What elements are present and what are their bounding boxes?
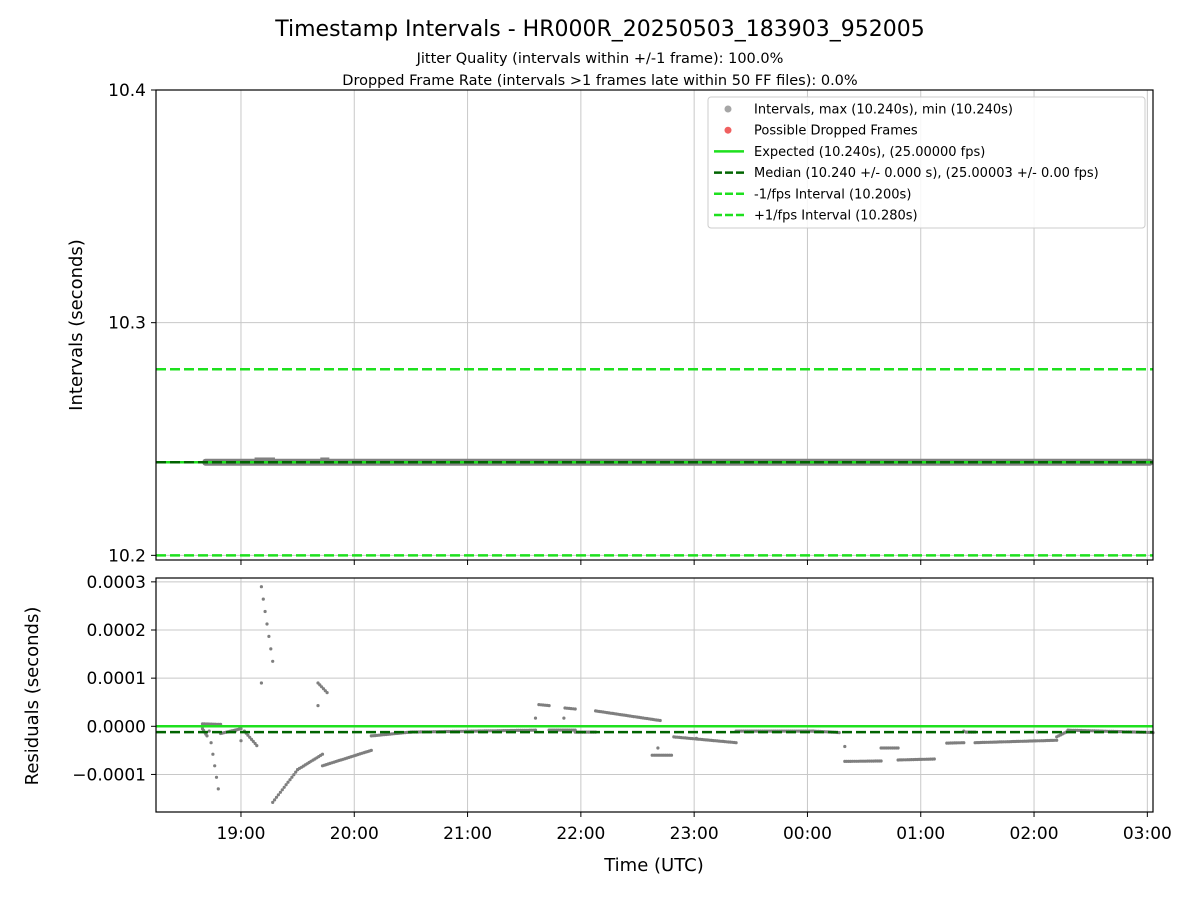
legend-label: -1/fps Interval (10.200s) [754,187,911,202]
residual-point [255,744,259,748]
x-tick-label: 20:00 [330,824,379,844]
residual-point [837,731,841,735]
legend-label: Median (10.240 +/- 0.000 s), (25.00003 +… [754,166,1099,181]
residual-point [205,734,209,738]
residual-point [369,748,373,753]
residual-point [261,597,265,601]
residual-point [209,741,213,745]
residual-point [278,790,282,794]
residual-point [658,718,662,723]
residual-point [962,741,966,745]
top-y-axis-label: Intervals (seconds) [66,239,87,411]
bottom-y-tick-label: −0.0001 [72,765,146,785]
legend-box [707,96,1146,229]
residual-point [280,788,284,792]
top-y-tick-label: 10.4 [108,81,146,101]
residual-point [290,775,294,779]
top-plot-frame [155,89,1154,561]
chart-title: Timestamp Intervals - HR000R_20250503_18… [274,17,924,42]
residual-point [325,691,329,695]
bottom-y-tick-label: 0.0001 [87,669,146,689]
legend: Intervals, max (10.240s), min (10.240s) P… [707,96,1146,229]
residual-point [251,739,255,744]
residual-point [896,746,900,750]
residual-point [259,681,263,685]
legend-label: Possible Dropped Frames [754,124,918,139]
legend-label: Intervals, max (10.240s), min (10.240s) [754,103,1013,118]
residual-point [562,716,566,720]
residual-point [273,798,277,802]
residual-point [276,793,280,797]
residual-point [932,757,936,761]
top-y-tick-label: 10.3 [108,314,146,334]
residual-point [694,736,699,740]
residual-point [271,800,275,805]
residual-point [288,778,292,782]
residual-point [211,752,215,756]
residual-point [267,634,271,639]
chart-subtitle-1: Jitter Quality (intervals within +/-1 fr… [416,51,784,67]
residual-point [213,764,217,768]
top-y-tick-label: 10.2 [108,546,146,566]
residual-point [1055,738,1059,742]
residual-point [271,659,275,663]
residual-point [282,785,286,789]
residual-point [286,780,290,784]
residual-point [239,727,243,731]
residual-point [265,622,269,626]
bottom-y-tick-label: 0.0003 [87,573,146,593]
x-tick-label: 23:00 [670,824,719,844]
residual-point [320,752,325,756]
residuals-panel: 19:00 20:00 21:00 22:00 23:00 00:00 01:00 02:00… [72,573,1172,844]
intervals-points-bump [320,457,330,461]
x-tick-label: 02:00 [1010,824,1059,844]
residual-point [259,585,263,589]
x-axis-label: Time (UTC) [603,855,704,876]
residual-point [214,775,219,779]
x-tick-label: 19:00 [216,824,265,844]
residual-point [248,735,252,739]
residual-point [316,704,320,708]
residual-point [246,733,250,737]
legend-label: Expected (10.240s), (25.00000 fps) [754,145,985,160]
residual-point [239,739,243,743]
intervals-points-bump [254,457,275,461]
chart-subtitle-2: Dropped Frame Rate (intervals >1 frames … [342,73,857,89]
legend-marker-dot [724,126,732,134]
residual-point [292,773,296,777]
residual-point [879,759,883,763]
bottom-plot-frame [155,577,1154,813]
residual-point [269,647,273,651]
residual-point [274,795,279,799]
x-tick-label: 03:00 [1123,824,1172,844]
residual-point [843,744,847,749]
x-tick-label: 21:00 [443,824,492,844]
bottom-y-tick-label: 0.0000 [87,717,146,737]
intervals-panel: 10.2 10.3 10.4 [108,81,1154,566]
x-tick-label: 01:00 [896,824,945,844]
x-tick-label: 00:00 [783,824,832,844]
bottom-y-tick-label: 0.0002 [87,621,146,641]
residual-point [284,783,288,787]
residual-point [207,729,211,733]
residual-point [294,770,298,774]
residual-point [533,716,538,720]
residual-point [734,741,738,745]
residual-point [216,787,220,791]
residual-point [263,609,267,614]
residual-point [656,746,660,750]
bottom-y-axis-label: Residuals (seconds) [22,607,43,786]
residual-point [573,707,577,711]
residual-point [547,704,551,708]
residual-point [669,753,674,757]
legend-label: +1/fps Interval (10.280s) [754,209,918,224]
x-tick-label: 22:00 [556,824,605,844]
legend-marker-dot [724,105,732,113]
